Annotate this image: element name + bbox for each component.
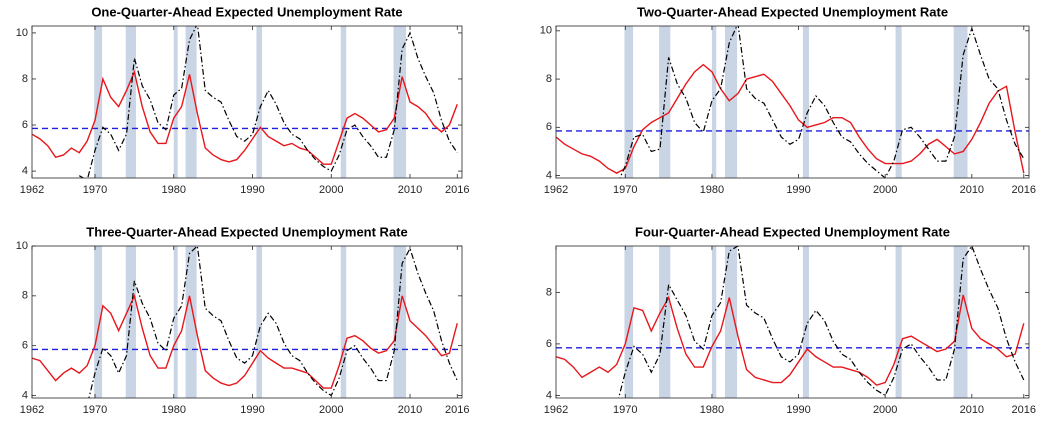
- recession-band: [624, 246, 634, 398]
- x-tick-label: 2000: [873, 404, 897, 416]
- y-tick-label: 4: [546, 389, 552, 401]
- y-tick-label: 8: [22, 290, 28, 302]
- plot-frame: [31, 25, 463, 179]
- recession-band: [125, 246, 136, 398]
- series-line: [78, 26, 458, 178]
- x-tick-label: 1962: [544, 184, 568, 196]
- x-tick-label: 2010: [960, 404, 984, 416]
- recession-band: [173, 246, 178, 398]
- series-line: [88, 246, 458, 398]
- x-tick-label: 2016: [445, 184, 469, 196]
- x-tick-label: 2016: [445, 404, 469, 416]
- plot-frame: [31, 245, 463, 399]
- chart-title: Three-Quarter-Ahead Expected Unemploymen…: [86, 224, 407, 239]
- chart-title: Four-Quarter-Ahead Expected Unemployment…: [635, 224, 950, 239]
- y-tick-label: 10: [16, 27, 28, 39]
- x-tick-label: 1980: [162, 184, 186, 196]
- recession-band: [393, 246, 407, 398]
- series-line: [32, 293, 458, 389]
- x-tick-label: 1980: [700, 184, 724, 196]
- x-tick-label: 1962: [20, 404, 44, 416]
- recession-band: [624, 26, 634, 178]
- x-tick-label: 1990: [240, 404, 264, 416]
- x-tick-label: 2010: [960, 184, 984, 196]
- x-tick-label: 1980: [700, 404, 724, 416]
- recession-band: [659, 246, 671, 398]
- y-tick-label: 4: [22, 165, 28, 177]
- y-tick-label: 8: [22, 73, 28, 85]
- x-tick-label: 1990: [786, 404, 810, 416]
- recession-band: [393, 26, 407, 178]
- y-tick-label: 10: [540, 25, 552, 37]
- recession-band: [185, 246, 197, 398]
- series-line: [556, 294, 1025, 386]
- plot-frame: [555, 25, 1030, 179]
- x-tick-label: 1970: [613, 184, 637, 196]
- recession-band: [895, 26, 902, 178]
- recession-band: [94, 246, 103, 398]
- y-tick-label: 8: [546, 73, 552, 85]
- x-tick-label: 1980: [162, 404, 186, 416]
- x-tick-label: 1990: [240, 184, 264, 196]
- y-tick-label: 8: [546, 286, 552, 298]
- x-tick-label: 2000: [873, 184, 897, 196]
- chart-title: One-Quarter-Ahead Expected Unemployment …: [91, 4, 402, 19]
- recession-band: [895, 246, 902, 398]
- recession-band: [711, 246, 717, 398]
- x-tick-label: 1970: [613, 404, 637, 416]
- x-tick-label: 1990: [786, 184, 810, 196]
- recession-band: [125, 26, 136, 178]
- x-tick-label: 1962: [20, 184, 44, 196]
- recession-band: [953, 246, 968, 398]
- x-tick-label: 2000: [319, 184, 343, 196]
- chart-panel: One-Quarter-Ahead Expected Unemployment …: [16, 4, 470, 195]
- chart-panel: Three-Quarter-Ahead Expected Unemploymen…: [16, 224, 470, 415]
- y-tick-label: 6: [546, 121, 552, 133]
- y-tick-label: 6: [22, 119, 28, 131]
- x-tick-label: 2010: [398, 184, 422, 196]
- x-tick-label: 1962: [544, 404, 568, 416]
- chart-title: Two-Quarter-Ahead Expected Unemployment …: [637, 4, 948, 19]
- recession-band: [724, 246, 738, 398]
- recession-band: [953, 26, 968, 178]
- plot-frame: [555, 245, 1030, 399]
- series-line: [618, 246, 1025, 398]
- y-tick-label: 6: [546, 338, 552, 350]
- recession-band: [256, 26, 262, 178]
- recession-band: [724, 26, 738, 178]
- chart-panel: Four-Quarter-Ahead Expected Unemployment…: [544, 224, 1036, 415]
- y-tick-label: 6: [22, 340, 28, 352]
- x-tick-label: 1970: [83, 404, 107, 416]
- series-line: [32, 69, 458, 165]
- x-tick-label: 2016: [1012, 184, 1036, 196]
- series-line: [556, 63, 1025, 174]
- recession-band: [340, 246, 347, 398]
- recession-band: [173, 26, 178, 178]
- y-tick-label: 4: [22, 389, 28, 401]
- chart-panel: Two-Quarter-Ahead Expected Unemployment …: [540, 4, 1036, 195]
- recession-band: [802, 246, 809, 398]
- series-line: [619, 26, 1025, 178]
- recession-band: [711, 26, 717, 178]
- recession-band: [659, 26, 671, 178]
- y-tick-label: 4: [546, 169, 552, 181]
- recession-band: [256, 246, 262, 398]
- x-tick-label: 2016: [1012, 404, 1036, 416]
- x-tick-label: 1970: [83, 184, 107, 196]
- y-tick-label: 10: [16, 240, 28, 252]
- recession-band: [185, 26, 197, 178]
- recession-band: [802, 26, 809, 178]
- recession-band: [340, 26, 347, 178]
- x-tick-label: 2010: [398, 404, 422, 416]
- x-tick-label: 2000: [319, 404, 343, 416]
